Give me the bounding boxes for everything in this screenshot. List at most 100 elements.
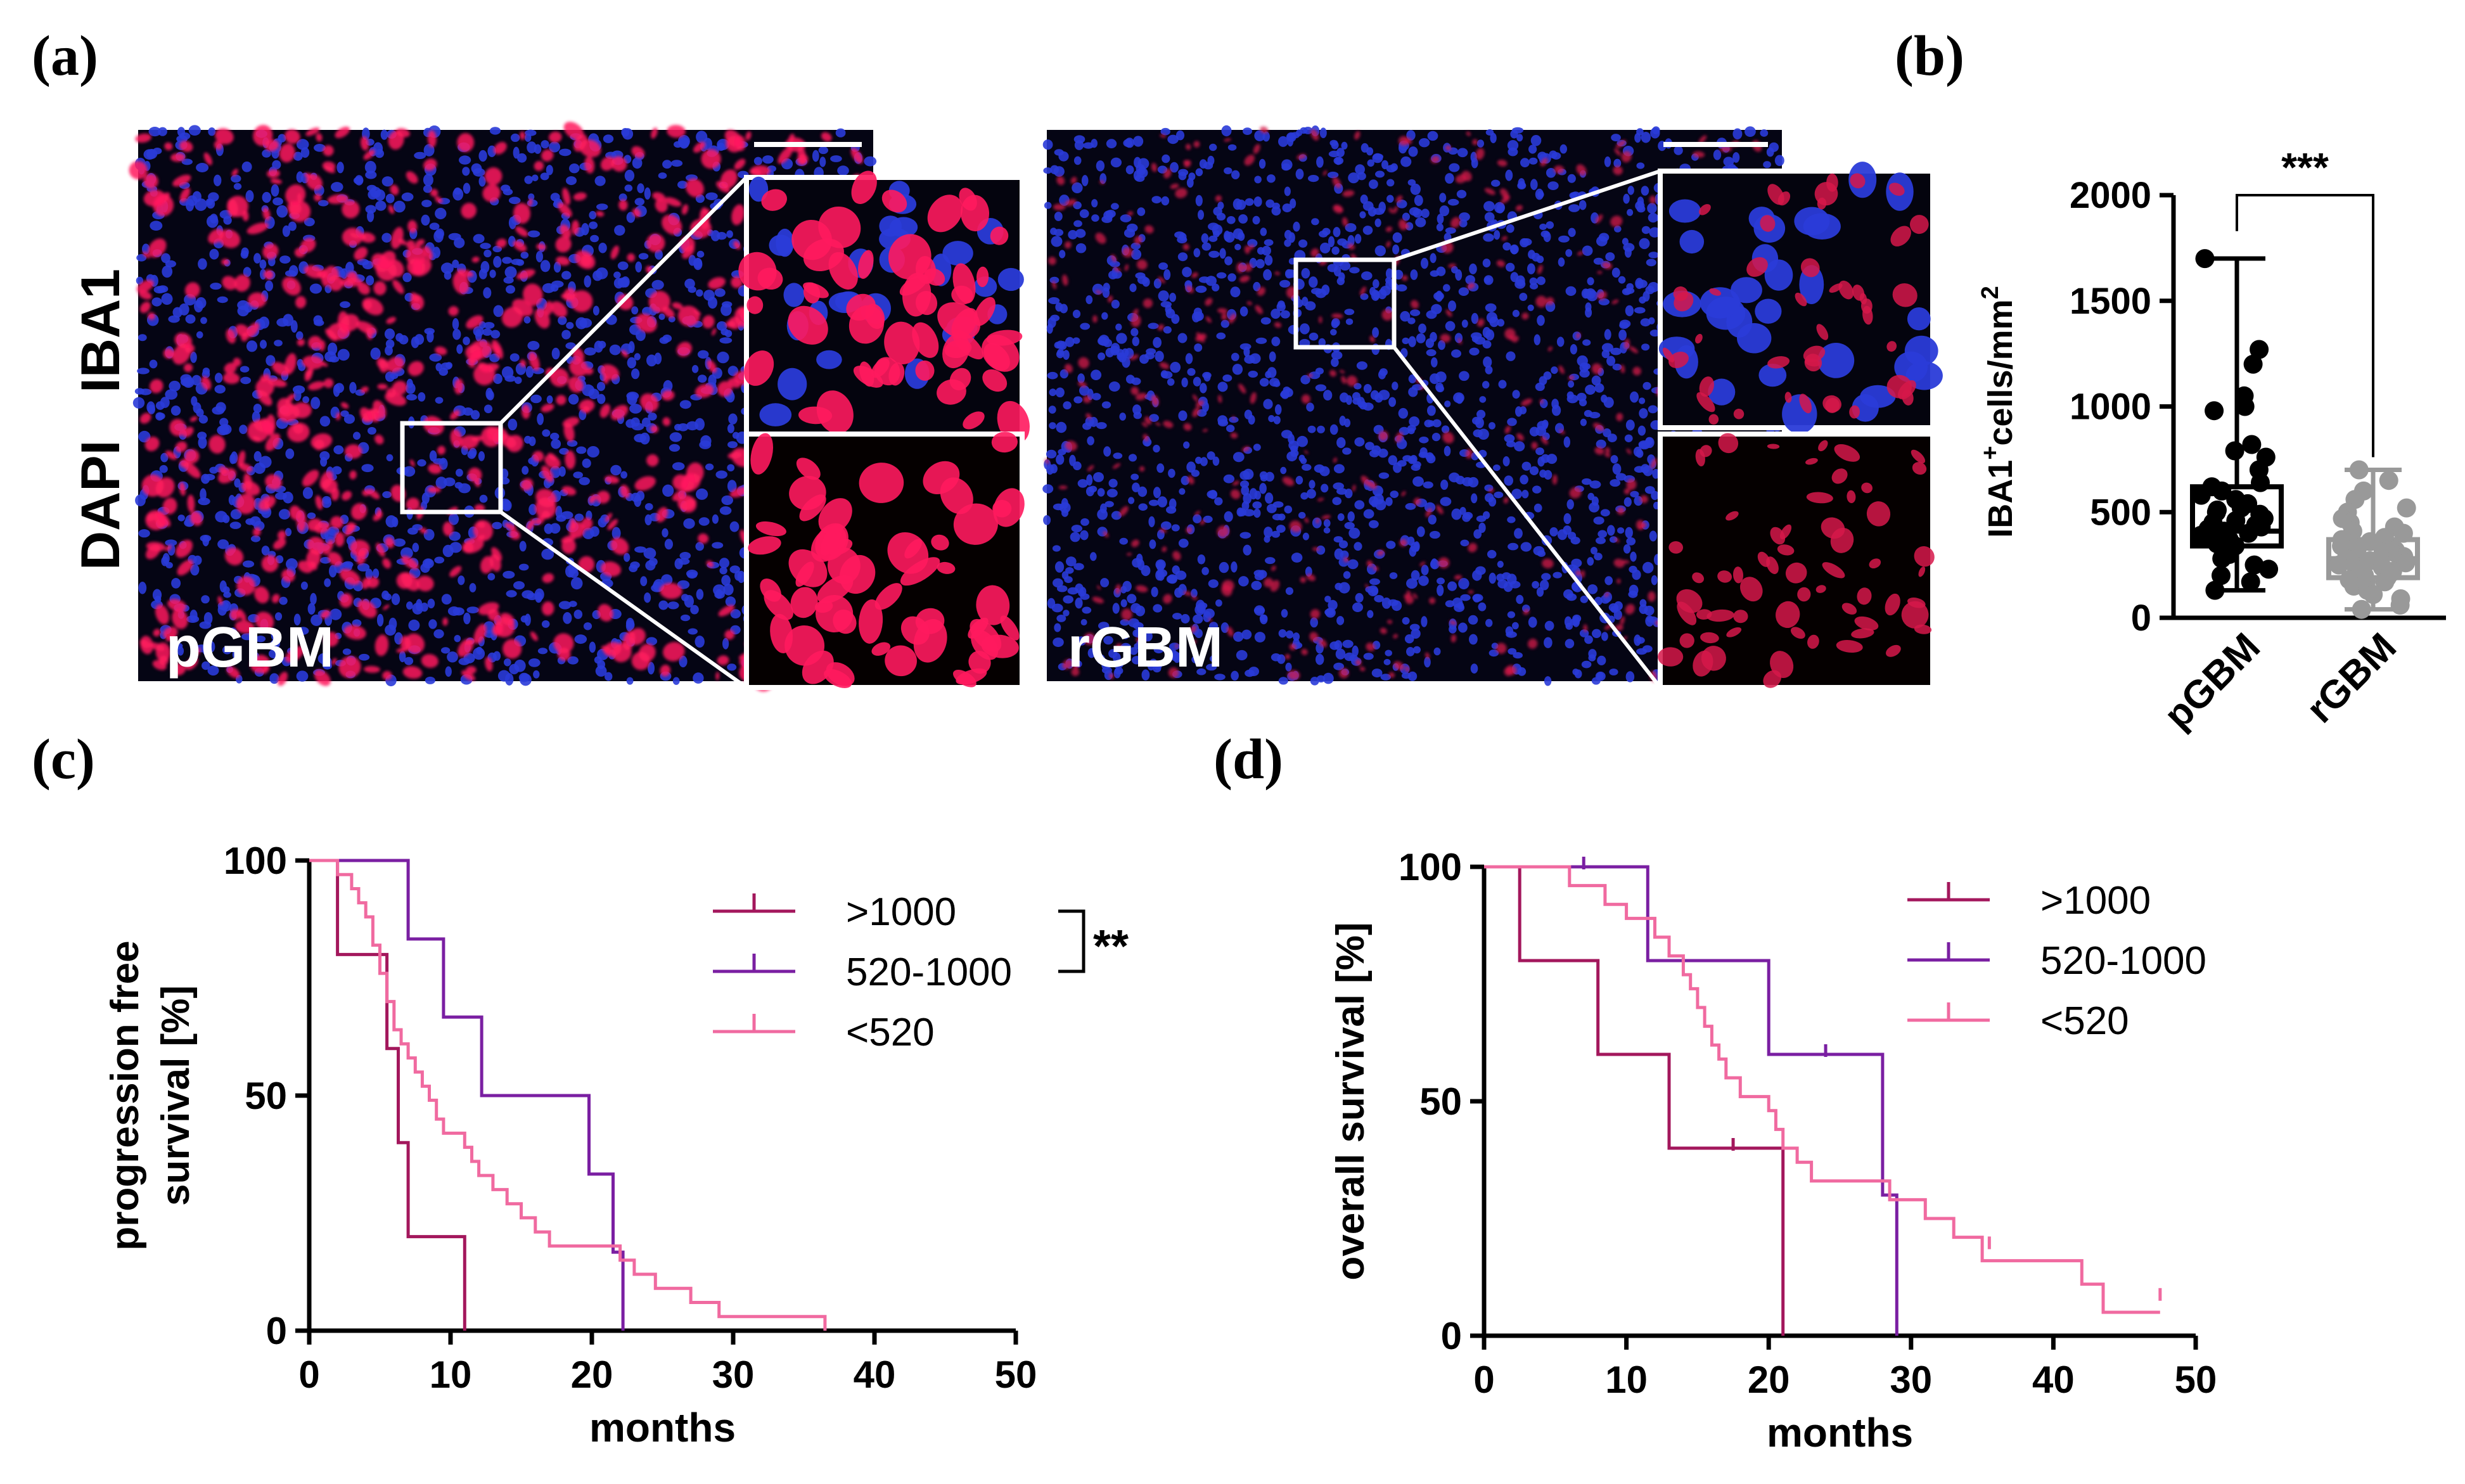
d-legend-label-2: <520: [2040, 999, 2129, 1043]
b-y-tick-label: 1000: [2070, 387, 2151, 428]
b-category-label-pGBM: pGBM: [2156, 625, 2269, 738]
b-point-rGBM: [2374, 528, 2394, 547]
d-y-tick-label: 0: [1441, 1315, 1462, 1357]
b-ylabel-sup2: 2: [1977, 286, 2004, 299]
b-point-rGBM: [2393, 523, 2413, 543]
b-point-rGBM: [2379, 471, 2398, 490]
panel-label-d: (d): [1213, 728, 1283, 791]
b-point-pGBM: [2244, 555, 2264, 575]
c-x-tick-label: 20: [571, 1353, 613, 1396]
c-legend-label-2: <520: [846, 1011, 935, 1054]
panel-label-c: (c): [32, 728, 95, 791]
b-y-tick-label: 2000: [2070, 175, 2151, 216]
b-point-rGBM: [2349, 460, 2369, 480]
b-point-pGBM: [2191, 485, 2211, 505]
b-point-pGBM: [2225, 441, 2244, 461]
c-y-axis-label-2: survival [%]: [154, 985, 198, 1206]
c-x-tick-label: 10: [430, 1353, 472, 1396]
b-category-label-rGBM: rGBM: [2298, 625, 2405, 731]
panel-b-chart: 0 500 1000 1500 2000 IBA1+cells/mm2 pGBM rGBM **…: [1977, 144, 2446, 738]
panel-d-chart: 0 10 20 30 40 50 0 50 100 months overall survival …: [1329, 846, 2217, 1455]
b-point-pGBM: [2243, 354, 2263, 374]
b-y-tick-label: 500: [2090, 492, 2151, 533]
d-x-tick-label: 0: [1473, 1359, 1494, 1401]
d-x-tick-label: 20: [1748, 1359, 1790, 1401]
b-point-rGBM: [2329, 555, 2348, 575]
d-series-line-1: [1484, 865, 1898, 1336]
stain-label-iba1: IBA1: [70, 269, 131, 393]
zoom-inset-pgbm-iba1: [744, 432, 1025, 690]
b-point-pGBM: [2191, 528, 2210, 547]
d-x-tick-label: 40: [2032, 1359, 2075, 1401]
b-significance-label: ***: [2281, 144, 2329, 190]
b-point-rGBM: [2390, 596, 2410, 615]
panel-label-b: (b): [1895, 25, 1964, 87]
b-y-tick-label: 1500: [2070, 281, 2151, 322]
b-point-pGBM: [2195, 249, 2215, 269]
panel-c-chart: 0 10 20 30 40 50 0 50 100 months progression free s…: [103, 840, 1129, 1450]
c-y-axis-label-1: progression free: [103, 940, 147, 1250]
d-y-tick-label: 50: [1419, 1080, 1462, 1123]
c-x-tick-label: 50: [995, 1353, 1037, 1396]
b-point-pGBM: [2250, 340, 2269, 359]
zoom-inset-rgbm-merged: [1658, 162, 1943, 434]
d-x-axis-label: months: [1767, 1410, 1913, 1455]
b-point-pGBM: [2239, 523, 2258, 543]
stain-label-dapi: DAPI: [70, 440, 131, 570]
zoom-line-pgbm-top: [499, 176, 748, 425]
d-series-line-0: [1484, 865, 1785, 1336]
d-legend-label-1: 520-1000: [2040, 939, 2206, 983]
d-y-axis-label: overall survival [%]: [1329, 922, 1373, 1280]
roi-box-rgbm: [1293, 257, 1397, 350]
zoom-line-rgbm-top: [1393, 169, 1661, 262]
c-series-line-2: [309, 859, 827, 1331]
d-x-tick-label: 50: [2175, 1359, 2217, 1401]
b-point-pGBM: [2205, 580, 2225, 600]
c-x-tick-label: 0: [298, 1353, 319, 1396]
d-legend-label-0: >1000: [2040, 879, 2151, 923]
d-y-tick-label: 100: [1399, 846, 1462, 888]
b-point-rGBM: [2364, 585, 2383, 604]
micrograph-pgbm-label: pGBM: [166, 616, 334, 679]
b-point-rGBM: [2397, 498, 2416, 518]
c-y-tick-label: 0: [266, 1310, 287, 1352]
c-x-axis-label: months: [589, 1405, 736, 1450]
zoom-line-rgbm-bottom: [1392, 346, 1662, 689]
zoom-inset-pgbm-merged: [738, 170, 1030, 444]
b-y-axis-label: IBA1+cells/mm2: [1977, 286, 2020, 538]
b-point-pGBM: [2259, 560, 2279, 579]
d-series-line-2: [1484, 865, 2160, 1314]
b-point-pGBM: [2251, 473, 2270, 492]
b-ylabel-main: IBA1: [1982, 460, 2020, 538]
c-y-tick-label: 50: [245, 1075, 287, 1117]
micrograph-rgbm-label: rGBM: [1068, 616, 1223, 679]
roi-box-pgbm: [400, 421, 503, 515]
c-legend-label-1: 520-1000: [846, 950, 1012, 994]
b-ylabel-sup: +: [1977, 446, 2004, 460]
b-point-pGBM: [2205, 401, 2224, 421]
c-series-line-0: [309, 859, 466, 1331]
b-point-pGBM: [2212, 549, 2232, 568]
panel-a-microscopy: DAPI IBA1 pGBM rGBM: [70, 122, 1943, 692]
zoom-line-pgbm-bottom: [499, 510, 748, 689]
b-point-rGBM: [2352, 599, 2371, 619]
b-ylabel-mid: cells/mm: [1982, 299, 2020, 445]
c-significance-bracket: [1058, 909, 1085, 973]
d-x-tick-label: 30: [1890, 1359, 1932, 1401]
b-point-pGBM: [2212, 566, 2231, 585]
b-point-pGBM: [2242, 435, 2262, 454]
c-significance-label: **: [1093, 921, 1129, 972]
d-x-tick-label: 10: [1605, 1359, 1648, 1401]
b-point-rGBM: [2375, 572, 2395, 592]
b-y-tick-label: 0: [2131, 598, 2151, 639]
b-point-pGBM: [2212, 481, 2232, 501]
panel-label-a: (a): [32, 25, 98, 87]
b-significance-bracket: [2236, 194, 2374, 457]
c-y-tick-label: 100: [224, 840, 287, 882]
c-legend-label-0: >1000: [846, 890, 956, 934]
c-x-tick-label: 30: [712, 1353, 755, 1396]
zoom-inset-rgbm-iba1: [1658, 432, 1935, 690]
c-series-line-1: [309, 859, 625, 1331]
b-point-pGBM: [2241, 572, 2260, 592]
